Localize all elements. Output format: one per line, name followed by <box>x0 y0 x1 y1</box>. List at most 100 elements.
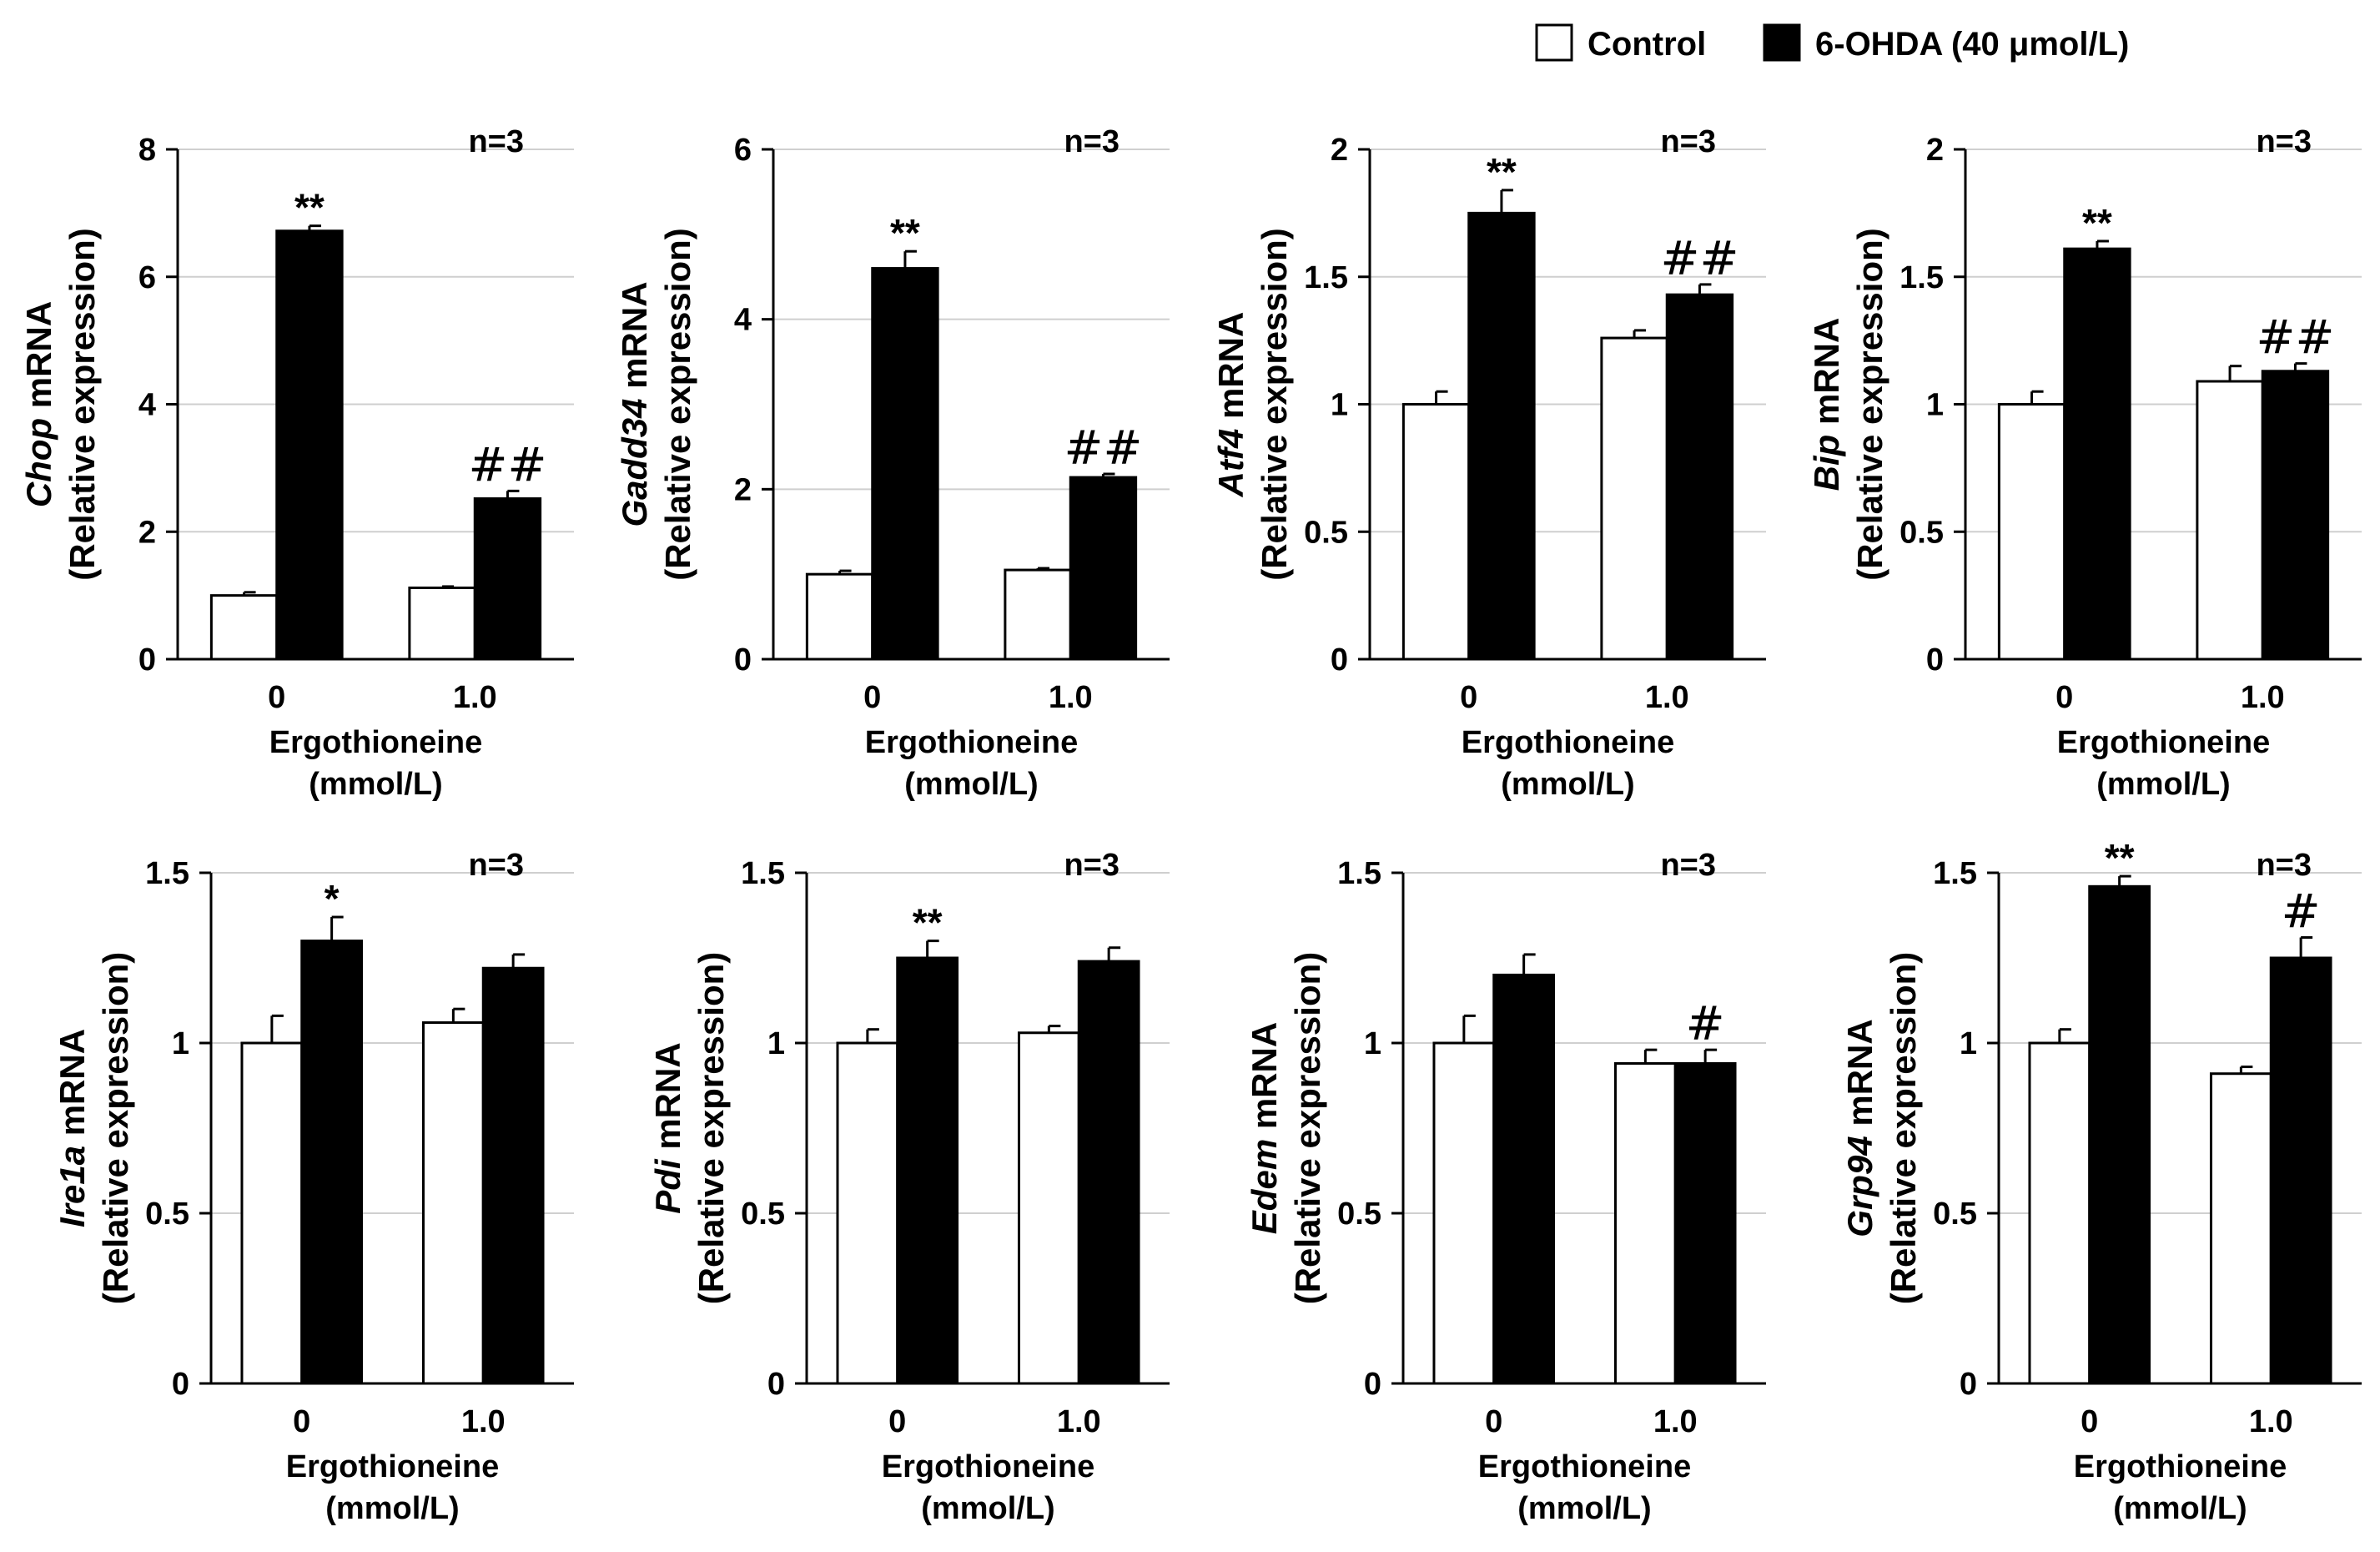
significance-annotation: ** <box>2082 201 2112 244</box>
y-tick-label: 4 <box>734 303 752 338</box>
y-tick-label: 0 <box>1960 1367 1977 1402</box>
x-tick-label: 1.0 <box>2249 1404 2293 1439</box>
legend-label-6ohda: 6-OHDA (40 μmol/L) <box>1815 26 2129 63</box>
y-axis-label: Edem mRNA <box>1245 1022 1284 1234</box>
significance-annotation: ** <box>2105 836 2135 879</box>
y-axis-sublabel: (Relative expression) <box>658 228 697 581</box>
mrna-suffix: mRNA <box>1807 318 1846 435</box>
n-count-label: n=3 <box>1660 848 1716 883</box>
y-axis-sublabel: (Relative expression) <box>692 952 731 1305</box>
x-axis-unit-label: (mmol/L) <box>1517 1491 1651 1526</box>
y-tick-label: 0.5 <box>1304 515 1348 550</box>
bar-6ohda-0 <box>2088 884 2151 1385</box>
legend: Control 6-OHDA (40 μmol/L) <box>1535 23 2129 63</box>
x-tick-label: 0 <box>863 680 881 715</box>
y-tick-label: 1.5 <box>741 856 785 891</box>
y-axis-sublabel: (Relative expression) <box>96 952 135 1305</box>
significance-annotation: ** <box>890 211 920 254</box>
bar-6ohda-1.0 <box>473 497 542 661</box>
bar-control-1.0 <box>2196 380 2264 661</box>
gene-name: Bip <box>1807 435 1846 491</box>
bar-control-0 <box>1432 1041 1496 1385</box>
chart-panel-grp94: 0 0.5 1 1.5 n=3 ** 0 #1.0 Ergothioneine (mmol/L) G… <box>1840 836 2362 1526</box>
bar-control-0 <box>1997 403 2066 661</box>
significance-annotation: ** <box>1487 150 1517 194</box>
gene-name: Atf4 <box>1211 429 1250 498</box>
significance-annotation: ## <box>1064 421 1143 476</box>
x-tick-label: 1.0 <box>2241 680 2285 715</box>
y-tick-label: 2 <box>734 472 752 507</box>
x-tick-label: 0 <box>888 1404 906 1439</box>
y-axis-sublabel: (Relative expression) <box>63 228 102 581</box>
gene-name: Chop <box>19 418 58 507</box>
y-tick-label: 1 <box>1331 388 1348 423</box>
chart-panel-gadd34: 0 2 4 6 n=3 ** 0 ## 1.0 Ergothioneine (mmol/L) Gadd… <box>615 124 1170 802</box>
x-tick-label: 0 <box>268 680 285 715</box>
x-axis-label: Ergothioneine <box>269 725 482 760</box>
x-axis-label: Ergothioneine <box>882 1449 1094 1484</box>
x-axis-unit-label: (mmol/L) <box>904 767 1038 802</box>
bar-6ohda-1.0 <box>1077 960 1140 1385</box>
gene-name: Pdi <box>648 1158 687 1214</box>
x-tick-label: 1.0 <box>1057 1404 1101 1439</box>
y-tick-label: 1 <box>767 1026 785 1061</box>
y-tick-label: 0.5 <box>145 1197 189 1232</box>
bar-6ohda-1.0 <box>481 966 545 1385</box>
y-axis-label: Gadd34 mRNA <box>615 281 654 527</box>
bar-6ohda-0 <box>871 267 939 661</box>
y-axis-label: Chop mRNA <box>19 301 58 507</box>
significance-annotation: ## <box>2257 311 2335 365</box>
bar-6ohda-1.0 <box>2261 370 2330 661</box>
bar-control-0 <box>1401 403 1471 661</box>
x-axis-label: Ergothioneine <box>1478 1449 1691 1484</box>
legend-swatch-control <box>1535 23 1573 62</box>
y-tick-label: 0.5 <box>1337 1197 1381 1232</box>
y-axis-label: Bip mRNA <box>1807 318 1846 491</box>
y-axis-label: Atf4 mRNA <box>1211 312 1250 498</box>
x-axis-label: Ergothioneine <box>2057 725 2270 760</box>
y-tick-label: 1 <box>172 1026 189 1061</box>
y-axis-sublabel: (Relative expression) <box>1884 952 1923 1305</box>
y-axis-sublabel: (Relative expression) <box>1850 228 1889 581</box>
chart-panel-atf4: 0 0.5 1 1.5 2 n=3 ** 0 ## 1.0 Ergothioneine (mmol/L… <box>1211 124 1766 802</box>
mrna-suffix: mRNA <box>615 281 654 398</box>
mrna-suffix: mRNA <box>1245 1022 1284 1139</box>
bar-control-1.0 <box>408 586 476 661</box>
bar-control-1.0 <box>1613 1061 1677 1385</box>
mrna-suffix: mRNA <box>1211 312 1250 429</box>
bar-control-1.0 <box>1004 568 1072 661</box>
significance-annotation: ## <box>1661 232 1739 286</box>
y-tick-label: 4 <box>138 388 156 423</box>
y-tick-label: 1.5 <box>1933 856 1977 891</box>
y-tick-label: 0 <box>767 1367 785 1402</box>
bar-6ohda-1.0 <box>1665 293 1734 661</box>
x-tick-label: 0 <box>2055 680 2073 715</box>
y-axis-label: Ire1a mRNA <box>53 1029 92 1227</box>
y-tick-label: 2 <box>138 515 156 550</box>
y-tick-label: 1 <box>1926 388 1944 423</box>
bar-6ohda-1.0 <box>1069 476 1138 661</box>
y-tick-label: 0.5 <box>1899 515 1944 550</box>
x-tick-label: 0 <box>2081 1404 2098 1439</box>
y-axis-sublabel: (Relative expression) <box>1255 228 1294 581</box>
x-tick-label: 1.0 <box>1653 1404 1698 1439</box>
x-axis-label: Ergothioneine <box>865 725 1078 760</box>
x-tick-label: 1.0 <box>1645 680 1689 715</box>
x-tick-label: 1.0 <box>453 680 497 715</box>
x-tick-label: 1.0 <box>461 1404 506 1439</box>
y-tick-label: 2 <box>1926 133 1944 168</box>
significance-annotation: ** <box>294 186 325 229</box>
y-tick-label: 8 <box>138 133 156 168</box>
chart-panel-bip: 0 0.5 1 1.5 2 n=3 ** 0 ## 1.0 Ergothioneine (mmol/L… <box>1807 124 2362 802</box>
gene-name: Ire1a <box>53 1146 92 1227</box>
n-count-label: n=3 <box>1064 124 1120 159</box>
x-axis-unit-label: (mmol/L) <box>325 1491 459 1526</box>
n-count-label: n=3 <box>2256 124 2312 159</box>
y-tick-label: 0 <box>138 642 156 678</box>
chart-panel-edem: 0 0.5 1 1.5 n=3 0 #1.0 Ergothioneine (mmol/L) Ede… <box>1245 848 1766 1526</box>
n-count-label: n=3 <box>468 124 524 159</box>
x-tick-label: 0 <box>1485 1404 1502 1439</box>
bar-6ohda-1.0 <box>1673 1061 1737 1385</box>
x-axis-unit-label: (mmol/L) <box>2113 1491 2247 1526</box>
